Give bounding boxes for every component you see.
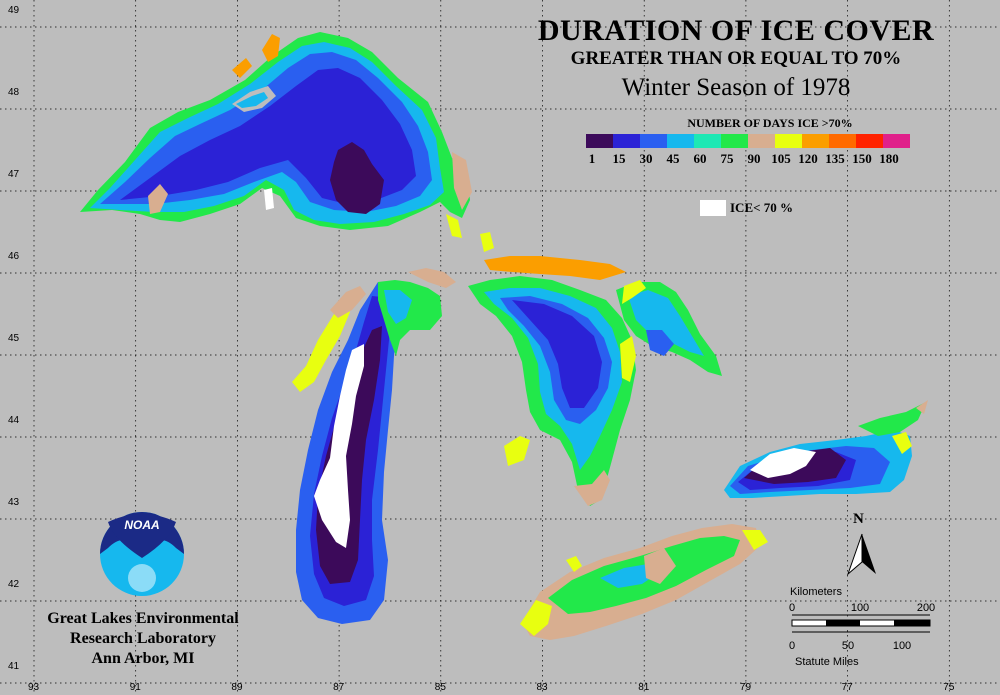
map-season: Winter Season of 1978 xyxy=(621,74,851,101)
legend-label-90: 90 xyxy=(747,151,761,166)
noaa-logo-text: NOAA xyxy=(124,518,160,532)
longitude-label-85: 85 xyxy=(434,682,446,693)
georgian-bay xyxy=(616,280,722,376)
legend-swatch-5 xyxy=(721,134,748,148)
legend-label-180: 180 xyxy=(879,151,899,166)
scale-km-label: Kilometers xyxy=(790,586,842,598)
latitude-label-47: 47 xyxy=(8,169,20,180)
organization-line-1: Great Lakes Environmental xyxy=(47,610,239,627)
longitude-label-91: 91 xyxy=(129,682,141,693)
longitude-label-75: 75 xyxy=(943,682,955,693)
north-arrow-graphic xyxy=(846,533,876,576)
longitude-label-89: 89 xyxy=(231,682,243,693)
scale-km-tick-0: 0 xyxy=(788,602,796,614)
lake-superior xyxy=(80,32,494,252)
latitude-label-45: 45 xyxy=(8,333,20,344)
latitude-label-42: 42 xyxy=(8,579,20,590)
latitude-label-44: 44 xyxy=(8,415,20,426)
legend-swatch-11 xyxy=(883,134,910,148)
legend-swatch-9 xyxy=(829,134,856,148)
organization-block: Great Lakes Environmental Research Labor… xyxy=(18,609,268,669)
map-subtitle: GREATER THAN OR EQUAL TO 70% xyxy=(570,48,902,69)
longitude-label-83: 83 xyxy=(536,682,548,693)
legend-swatch-8 xyxy=(802,134,829,148)
latitude-label-43: 43 xyxy=(8,497,20,508)
latitude-label-48: 48 xyxy=(8,87,20,98)
longitude-label-93: 93 xyxy=(28,682,40,693)
legend-label-150: 150 xyxy=(852,151,872,166)
longitude-label-77: 77 xyxy=(841,682,853,693)
scale-mi-label: Statute Miles xyxy=(795,656,859,668)
legend-label-60: 60 xyxy=(693,151,707,166)
lake-erie xyxy=(520,524,768,640)
longitude-label-87: 87 xyxy=(333,682,345,693)
legend-label-135: 135 xyxy=(825,151,845,166)
legend-label-120: 120 xyxy=(798,151,818,166)
longitude-label-81: 81 xyxy=(638,682,650,693)
scale-mi-tick-50: 50 xyxy=(841,640,855,652)
legend-swatch-6 xyxy=(748,134,775,148)
lake-st-clair xyxy=(566,556,582,572)
noaa-logo xyxy=(100,512,184,596)
legend-swatch-0 xyxy=(586,134,613,148)
map-title: DURATION OF ICE COVER xyxy=(537,14,935,47)
lake-huron xyxy=(468,256,636,506)
latitude-label-41: 41 xyxy=(8,661,20,672)
legend-title: NUMBER OF DAYS ICE >70% xyxy=(687,116,853,130)
lake-ontario xyxy=(724,400,928,498)
ice-lt-70-swatch xyxy=(700,200,726,216)
legend-swatch-7 xyxy=(775,134,802,148)
scale-bar xyxy=(791,614,931,633)
scale-mi-tick-0: 0 xyxy=(788,640,796,652)
lake-michigan xyxy=(292,268,456,624)
scale-km-tick-200: 200 xyxy=(916,602,936,614)
longitude-label-79: 79 xyxy=(739,682,752,693)
latitude-label-46: 46 xyxy=(8,251,20,262)
legend-swatch-10 xyxy=(856,134,883,148)
legend-label-105: 105 xyxy=(771,151,791,166)
legend-swatch-3 xyxy=(667,134,694,148)
legend-label-1: 1 xyxy=(588,151,596,166)
legend-label-75: 75 xyxy=(720,151,734,166)
legend-color-bar xyxy=(586,134,910,148)
organization-line-2: Research Laboratory xyxy=(70,630,216,647)
legend-label-15: 15 xyxy=(612,151,626,166)
legend-swatch-1 xyxy=(613,134,640,148)
legend-swatch-4 xyxy=(694,134,721,148)
legend-label-30: 30 xyxy=(639,151,653,166)
latitude-label-49: 49 xyxy=(8,5,20,16)
legend-label-45: 45 xyxy=(666,151,680,166)
scale-mi-tick-100: 100 xyxy=(892,640,912,652)
organization-line-3: Ann Arbor, MI xyxy=(91,650,195,667)
legend-swatch-2 xyxy=(640,134,667,148)
scale-km-tick-100: 100 xyxy=(850,602,870,614)
ice-lt-70-label: ICE< 70 % xyxy=(730,200,794,215)
north-arrow-label: N xyxy=(853,511,864,527)
